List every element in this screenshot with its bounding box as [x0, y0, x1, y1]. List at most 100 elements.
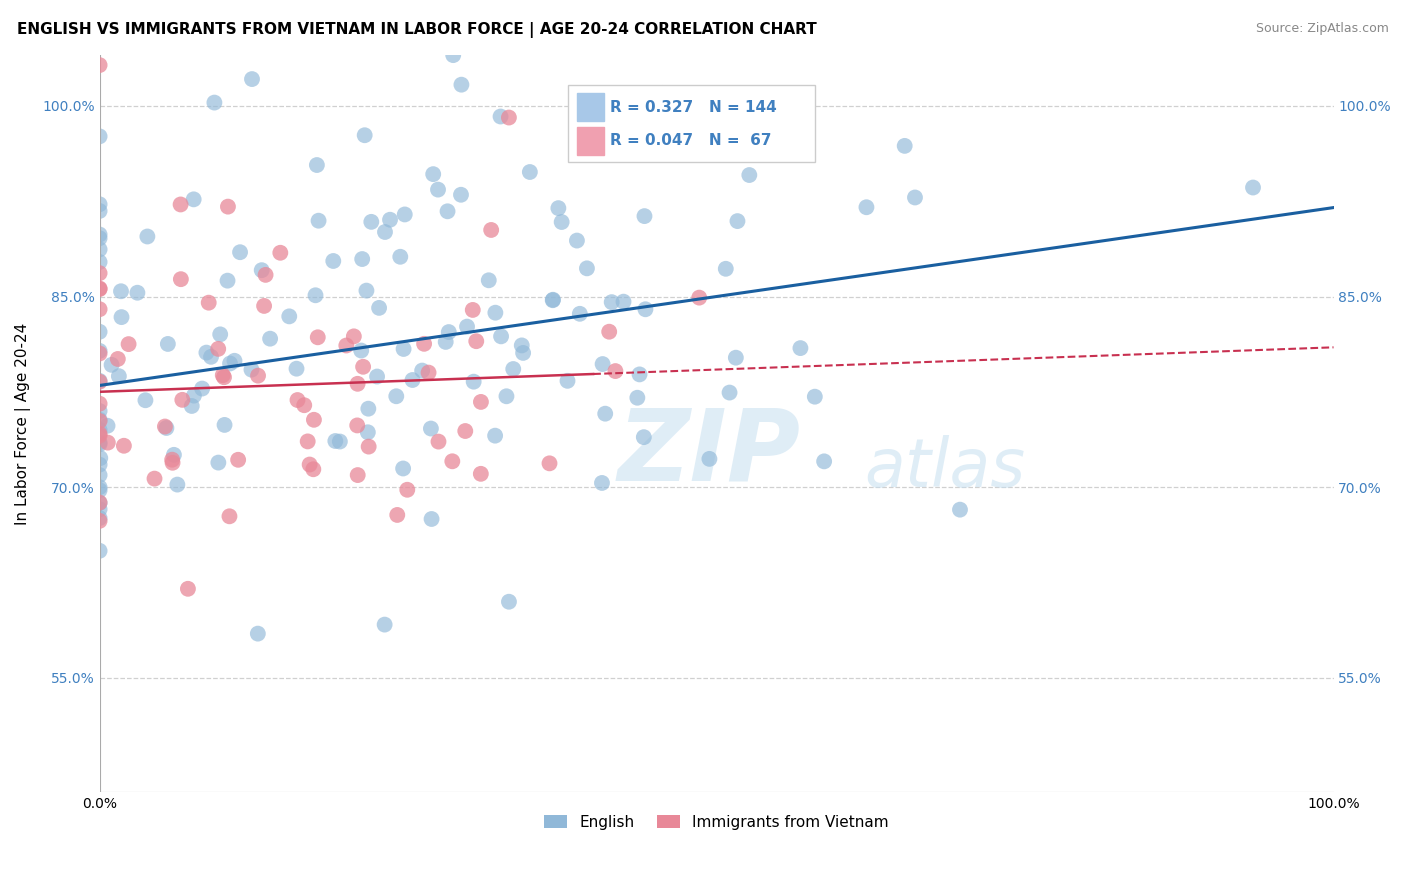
Point [155, 421, 177, 435]
Point [419, 421, 441, 435]
Point [89, 435, 111, 450]
Point [89, 266, 111, 280]
Point [557, 374, 579, 388]
Point [89, 281, 111, 295]
Point [97, 435, 120, 450]
Point [420, 512, 443, 526]
Point [352, 359, 374, 374]
Text: R = 0.047   N =  67: R = 0.047 N = 67 [610, 133, 772, 148]
Point [89, 346, 111, 360]
FancyBboxPatch shape [568, 85, 815, 162]
Point [454, 424, 477, 438]
Point [110, 310, 132, 325]
Point [353, 128, 375, 143]
Point [89, 58, 111, 72]
Point [183, 388, 205, 402]
Point [89, 468, 111, 483]
Point [633, 209, 655, 223]
Point [343, 329, 366, 343]
Point [360, 215, 382, 229]
Point [441, 48, 464, 62]
Point [465, 334, 488, 349]
Point [89, 502, 111, 516]
Point [904, 190, 927, 204]
Point [366, 369, 388, 384]
Point [626, 391, 648, 405]
Point [631, 109, 654, 123]
Point [461, 302, 484, 317]
Point [308, 213, 330, 227]
Point [350, 343, 373, 358]
Point [89, 426, 111, 441]
Point [305, 158, 328, 172]
Point [211, 368, 233, 383]
Point [489, 110, 512, 124]
Point [450, 78, 472, 92]
Point [89, 437, 111, 451]
Point [441, 454, 464, 468]
Bar [576, 94, 605, 121]
Point [612, 294, 634, 309]
Point [89, 414, 111, 428]
Point [89, 413, 111, 427]
Point [413, 336, 436, 351]
Point [628, 368, 651, 382]
Point [224, 353, 246, 368]
Text: Source: ZipAtlas.com: Source: ZipAtlas.com [1256, 22, 1389, 36]
Point [720, 91, 742, 105]
Point [134, 393, 156, 408]
Point [357, 401, 380, 416]
Point [89, 374, 111, 388]
Point [401, 373, 423, 387]
Point [607, 92, 630, 106]
Point [651, 86, 673, 100]
Point [209, 327, 232, 342]
Point [434, 334, 457, 349]
Point [479, 223, 502, 237]
Point [949, 502, 972, 516]
Point [89, 282, 111, 296]
Point [89, 480, 111, 494]
Point [427, 434, 450, 449]
Point [207, 342, 229, 356]
Point [89, 255, 111, 269]
Point [550, 215, 572, 229]
Point [254, 268, 277, 282]
Point [541, 293, 564, 308]
Point [89, 428, 111, 442]
Point [329, 434, 352, 449]
Point [136, 229, 159, 244]
Point [352, 252, 374, 266]
Point [392, 461, 415, 475]
Point [302, 413, 325, 427]
Text: R = 0.327   N = 144: R = 0.327 N = 144 [610, 100, 778, 115]
Point [246, 626, 269, 640]
Point [519, 165, 541, 179]
Point [346, 418, 368, 433]
Point [89, 404, 111, 418]
Point [489, 329, 512, 343]
Point [89, 458, 111, 472]
Point [484, 306, 506, 320]
Point [180, 399, 202, 413]
Point [804, 390, 827, 404]
Point [568, 307, 591, 321]
Point [166, 477, 188, 491]
Point [368, 301, 391, 315]
Point [422, 167, 444, 181]
Point [89, 231, 111, 245]
Point [813, 454, 835, 468]
Point [346, 468, 368, 483]
Point [510, 338, 533, 352]
Point [89, 204, 111, 219]
Point [191, 382, 214, 396]
Point [582, 136, 605, 150]
Point [512, 346, 534, 360]
Point [1241, 180, 1264, 194]
Point [89, 496, 111, 510]
Point [598, 325, 620, 339]
Point [565, 234, 588, 248]
Point [374, 617, 396, 632]
Point [727, 99, 749, 113]
Point [394, 207, 416, 221]
